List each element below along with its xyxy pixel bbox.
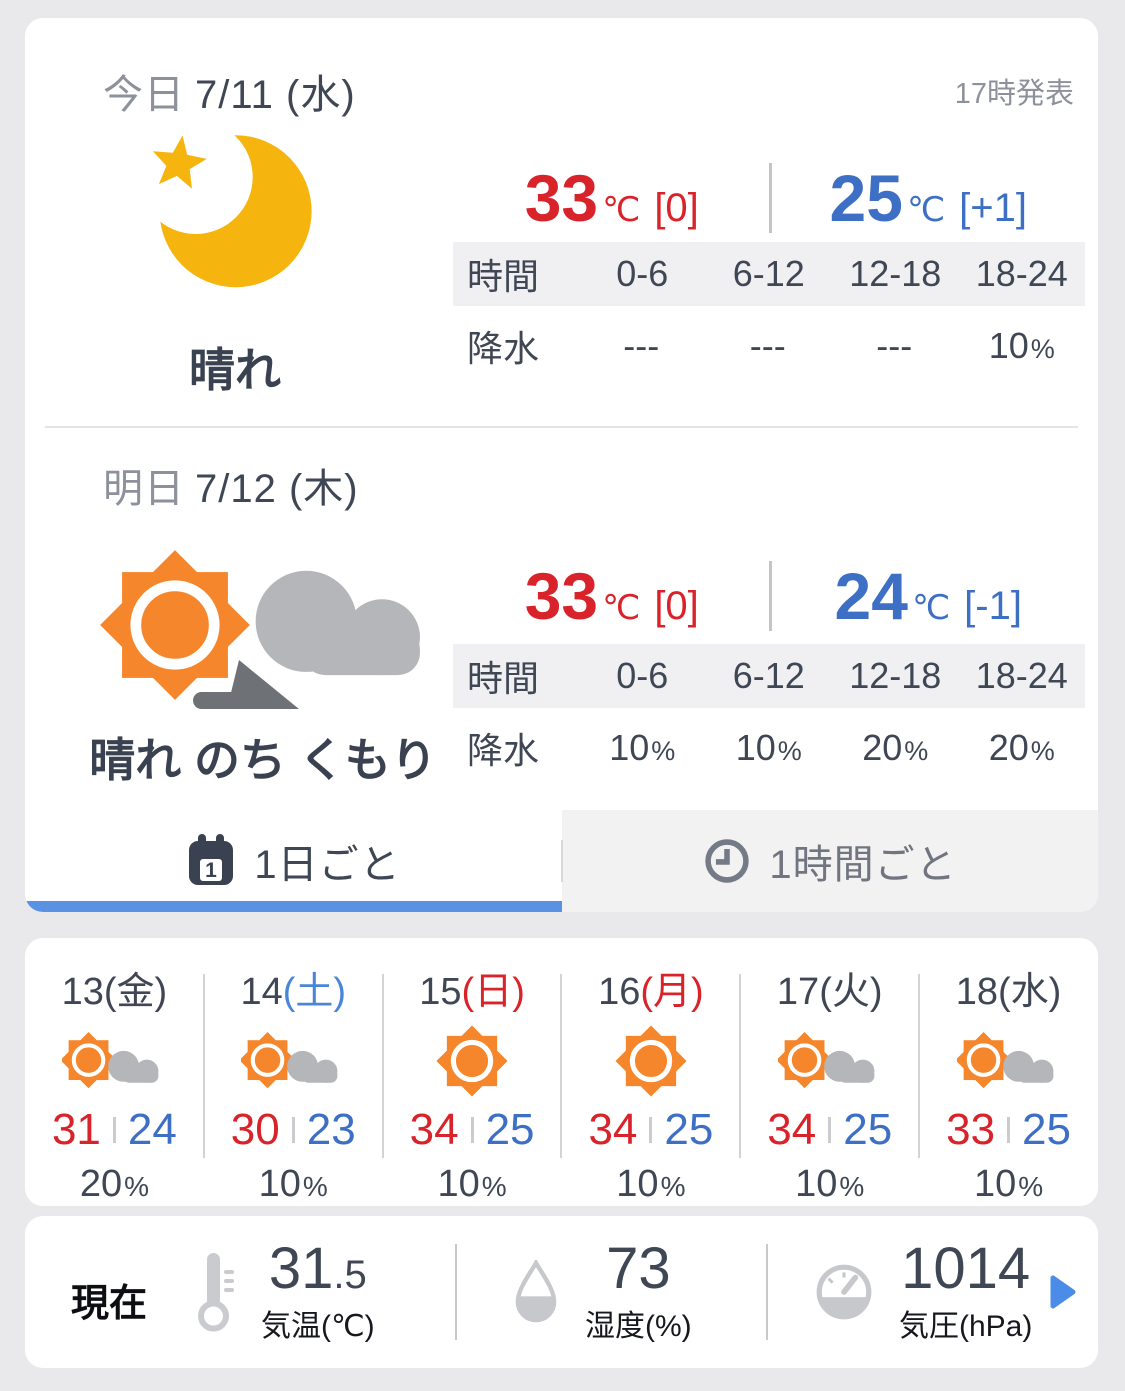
weekly-day-13: 13(金) 31 24 20% xyxy=(51,971,177,1205)
table-data-row: 降水 10% 10% 20% 20% xyxy=(467,727,1055,771)
calendar-icon: 1 xyxy=(186,834,236,888)
now-label: 現在 xyxy=(71,1283,148,1325)
moon-star-icon xyxy=(133,108,323,303)
pressure-gauge-icon xyxy=(813,1261,875,1323)
weekly-day-17: 17(火) 34 25 10% xyxy=(739,938,919,1206)
temp-divider xyxy=(768,163,772,233)
weekly-day-16: 16(月) 34 25 10% xyxy=(560,938,740,1206)
tomorrow-low-temp: 24 ℃ [-1] xyxy=(834,559,1022,633)
weekly-day-18: 18(水) 33 25 10% xyxy=(918,938,1098,1206)
table-header-row: 時間 0-6 6-12 12-18 18-24 xyxy=(453,644,1085,708)
tab-separator xyxy=(561,840,563,882)
current-humidity: 73 湿度(%) xyxy=(511,1216,692,1368)
tomorrow-date: 7/12 xyxy=(195,467,277,511)
tomorrow-weather-text: 晴れ のち くもり xyxy=(89,734,437,786)
svg-text:1: 1 xyxy=(206,859,218,882)
vertical-divider xyxy=(455,1244,457,1340)
humidity-drop-icon xyxy=(511,1257,561,1325)
clock-icon xyxy=(703,837,751,885)
tomorrow-dow: (木) xyxy=(288,467,359,511)
table-header-row: 時間 0-6 6-12 12-18 18-24 xyxy=(453,242,1085,306)
current-temperature: 31.5 気温(℃) xyxy=(193,1216,375,1368)
tab-daily-label: 1日ごと xyxy=(254,843,401,887)
weekly-day-15: 15(日) 34 25 10% xyxy=(381,938,562,1206)
weekly-day-14: 14(土) 30 23 10% xyxy=(202,938,383,1206)
tomorrow-header: 明日 7/12 (木) xyxy=(103,456,359,514)
sun-icon xyxy=(613,1019,689,1103)
forecast-card: 今日 7/11 (水) 17時発表 晴れ 33 ℃ [0] 25 ℃ [+1] 時間 xyxy=(25,18,1098,912)
current-conditions-card: 現在 31.5 気温(℃) xyxy=(25,1216,1098,1368)
tomorrow-temps: 33 ℃ [0] 24 ℃ [-1] xyxy=(455,558,1085,634)
sun-cloud-icon xyxy=(957,1019,1061,1103)
temperature-caption: 気温(℃) xyxy=(261,1310,375,1344)
current-pressure: 1014 気圧(hPa) xyxy=(813,1216,1032,1368)
today-temps: 33 ℃ [0] 25 ℃ [+1] xyxy=(455,160,1085,236)
tomorrow-high-temp: 33 ℃ [0] xyxy=(524,559,699,633)
sun-cloud-icon xyxy=(778,1019,882,1103)
weekly-forecast-card: 13(金) 31 24 20% 14(土) 30 23 10% 15(日 xyxy=(25,938,1098,1206)
sun-cloud-icon xyxy=(62,1019,166,1103)
tab-hourly[interactable]: 1時間ごと xyxy=(562,810,1098,912)
tomorrow-label: 明日 xyxy=(103,467,185,511)
today-low-temp: 25 ℃ [+1] xyxy=(829,161,1027,235)
vertical-divider xyxy=(766,1244,768,1340)
sun-then-cloud-icon xyxy=(93,528,433,715)
today-header: 今日 7/11 (水) xyxy=(103,62,356,120)
view-tabbar: 1 1日ごと 1時間ごと xyxy=(25,810,1098,912)
section-divider xyxy=(45,426,1078,428)
today-label: 今日 xyxy=(103,73,185,117)
tomorrow-precip-table: 時間 0-6 6-12 12-18 18-24 降水 10% 10% 20% 2… xyxy=(453,644,1085,788)
today-high-temp: 33 ℃ [0] xyxy=(524,161,699,235)
today-precip-table: 時間 0-6 6-12 12-18 18-24 降水 --- --- --- 1… xyxy=(453,242,1085,386)
table-data-row: 降水 --- --- --- 10% xyxy=(467,325,1055,369)
pressure-caption: 気圧(hPa) xyxy=(899,1310,1033,1344)
active-tab-underline xyxy=(25,901,562,912)
sun-cloud-icon xyxy=(241,1019,345,1103)
sun-icon xyxy=(434,1019,510,1103)
issued-time: 17時発表 xyxy=(954,78,1074,110)
thermometer-icon xyxy=(193,1250,237,1334)
temp-divider xyxy=(768,561,772,631)
tab-daily[interactable]: 1 1日ごと xyxy=(25,810,562,912)
chevron-right-icon[interactable] xyxy=(1050,1275,1076,1309)
today-dow: (水) xyxy=(286,73,356,117)
tab-hourly-label: 1時間ごと xyxy=(769,843,957,887)
humidity-caption: 湿度(%) xyxy=(585,1310,692,1344)
today-weather-text: 晴れ xyxy=(189,344,281,396)
today-date: 7/11 xyxy=(195,73,274,117)
